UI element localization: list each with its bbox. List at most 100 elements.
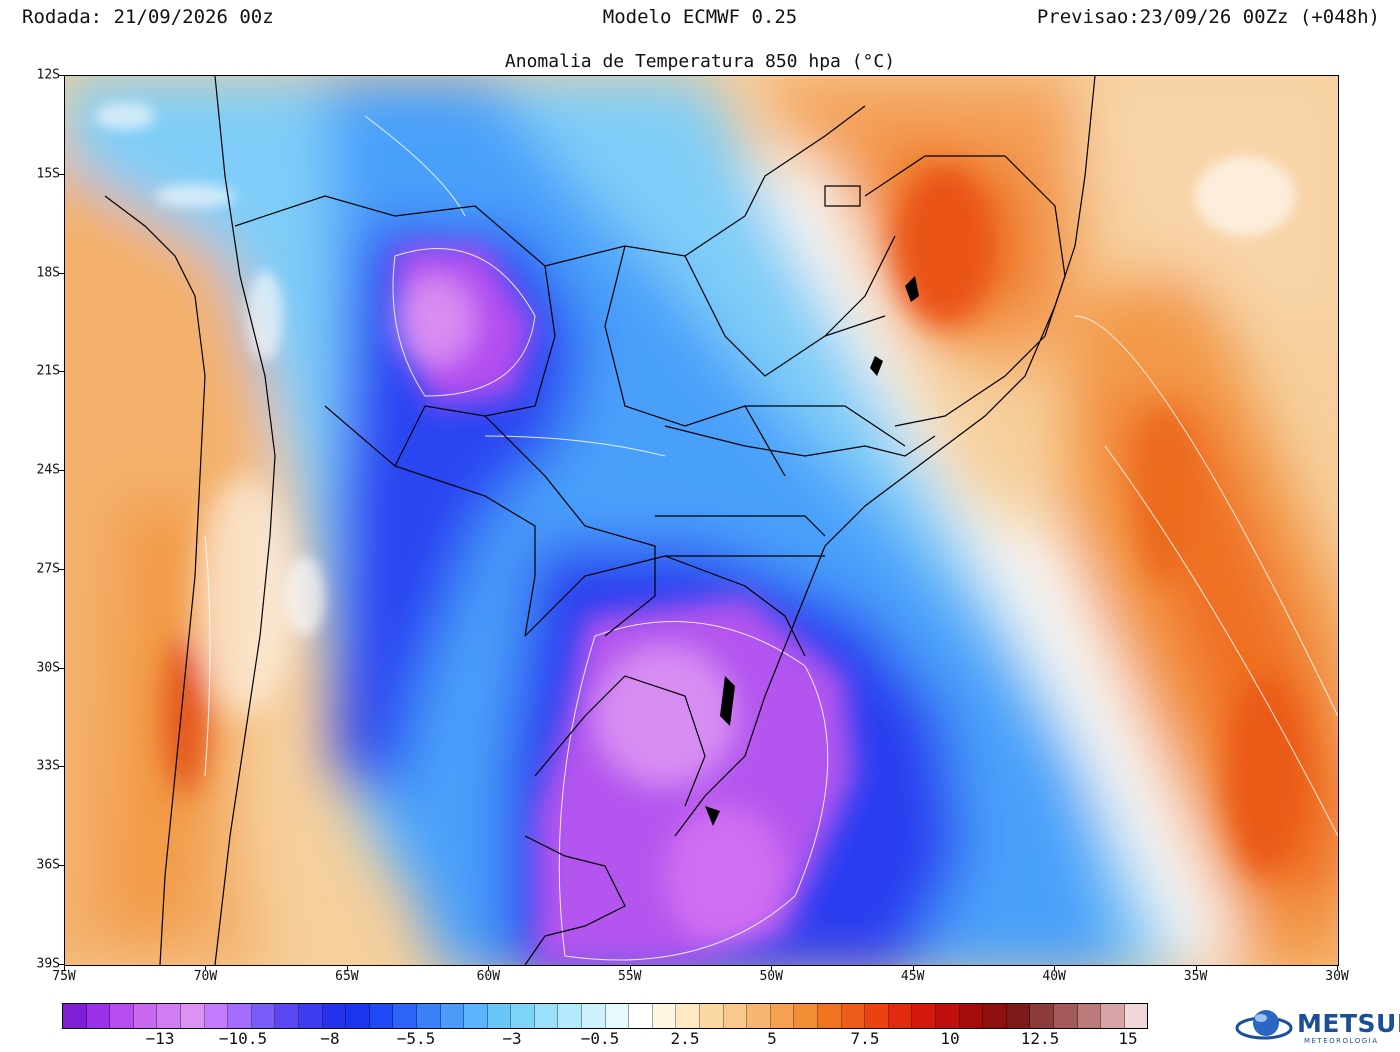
uruguay-border xyxy=(534,675,706,807)
latitude-tick xyxy=(59,470,64,472)
longitude-tick xyxy=(1195,965,1197,970)
globe-icon xyxy=(1235,1010,1293,1040)
latitude-tick xyxy=(59,964,64,965)
longitude-label: 55W xyxy=(618,969,642,984)
latitude-label: 21S xyxy=(36,363,60,379)
colorbar-swatch xyxy=(1077,1004,1102,1028)
latitude-tick xyxy=(59,371,64,373)
colorbar-swatch xyxy=(110,1004,134,1028)
colorbar-swatch xyxy=(558,1004,583,1028)
latitude-tick xyxy=(59,272,64,274)
colorbar-swatch xyxy=(298,1004,323,1028)
colorbar-swatch xyxy=(818,1004,842,1028)
colorbar-label: −13 xyxy=(145,1029,175,1048)
latitude-label: 33S xyxy=(36,758,60,774)
brazil-east-coast xyxy=(674,76,1096,837)
latitude-label: 15S xyxy=(36,166,60,182)
latitude-tick xyxy=(59,173,64,175)
colorbar-swatch xyxy=(841,1004,866,1028)
colorbar-swatch xyxy=(794,1004,818,1028)
longitude-label: 35W xyxy=(1183,969,1208,984)
andes-border xyxy=(214,76,276,965)
colorbar-swatch xyxy=(700,1004,724,1028)
sao-paulo-border xyxy=(664,425,936,457)
run-time-label: Rodada: 21/09/2026 00z xyxy=(22,6,274,28)
latitude-label: 18S xyxy=(36,265,60,281)
longitude-label: 60W xyxy=(476,969,501,984)
colorbar-swatch xyxy=(63,1004,87,1028)
colorbar-swatch xyxy=(1053,1004,1078,1028)
forecast-valid-label: Previsao:23/09/26 00Zz (+048h) xyxy=(1036,6,1380,28)
map-title: Anomalia de Temperatura 850 hpa (°C) xyxy=(504,51,896,72)
colorbar-swatch xyxy=(487,1004,512,1028)
colorbar-label: −10.5 xyxy=(218,1029,268,1048)
river-plate xyxy=(524,835,626,937)
latitude-tick xyxy=(59,766,64,768)
logo-subtext: METEOROLOGIA xyxy=(1304,1037,1379,1045)
colorbar-swatch xyxy=(888,1004,913,1028)
longitude-label: 75W xyxy=(52,969,76,984)
colorbar-swatch xyxy=(534,1004,559,1028)
colorbar-label: 7.5 xyxy=(850,1029,880,1048)
colorbar-swatch xyxy=(676,1004,701,1028)
colorbar-swatch xyxy=(1124,1004,1148,1028)
latitude-tick xyxy=(59,568,64,570)
longitude-tick xyxy=(64,965,65,970)
longitude-tick xyxy=(1054,965,1056,970)
colorbar-swatch xyxy=(865,1004,889,1028)
latitude-tick xyxy=(59,75,64,76)
colorbar-label: −3 xyxy=(502,1029,522,1048)
longitude-tick xyxy=(488,965,490,970)
anomaly-speckle xyxy=(95,102,1295,636)
colorbar-swatch xyxy=(180,1004,205,1028)
colorbar-swatch xyxy=(393,1004,417,1028)
model-label: Modelo ECMWF 0.25 xyxy=(602,6,798,28)
argentina-north xyxy=(324,405,536,637)
colorbar-swatch xyxy=(204,1004,229,1028)
colorbar-label: 10 xyxy=(940,1029,960,1048)
bolivia-border xyxy=(234,195,556,467)
colorbar-swatch xyxy=(346,1004,370,1028)
colorbar-swatch xyxy=(1030,1004,1054,1028)
colorbar-label: −5.5 xyxy=(396,1029,436,1048)
latitude-label: 12S xyxy=(36,67,60,83)
colorbar-swatch xyxy=(747,1004,771,1028)
metsul-logo: METSUL METEOROLOGIA xyxy=(1234,1006,1400,1052)
colorbar-label: −0.5 xyxy=(580,1029,620,1048)
colorbar-swatch xyxy=(770,1004,795,1028)
longitude-tick xyxy=(629,965,631,970)
longitude-label: 50W xyxy=(759,969,783,984)
colorbar-swatch xyxy=(416,1004,441,1028)
colorbar-swatch xyxy=(275,1004,299,1028)
colorbar-swatch xyxy=(157,1004,181,1028)
latitude-tick xyxy=(59,667,64,669)
colorbar-swatch xyxy=(1101,1004,1125,1028)
lakes xyxy=(705,185,919,826)
colorbar-label: 5 xyxy=(767,1029,777,1048)
longitude-label: 65W xyxy=(335,969,359,984)
longitude-tick xyxy=(771,965,773,970)
contour-lines xyxy=(204,115,1338,961)
longitude-tick xyxy=(205,965,207,970)
south-america-west-coast xyxy=(104,195,206,965)
colorbar-swatch xyxy=(133,1004,158,1028)
colorbar-label: −8 xyxy=(320,1029,340,1048)
colorbar-swatch xyxy=(582,1004,606,1028)
colorbar-swatch xyxy=(440,1004,465,1028)
paraguay-border xyxy=(484,415,656,637)
argentina-east-coast xyxy=(524,935,546,965)
colorbar-swatch xyxy=(652,1004,677,1028)
colorbar-swatch xyxy=(723,1004,748,1028)
colorbar-swatch xyxy=(605,1004,630,1028)
longitude-tick xyxy=(1337,965,1338,970)
colorbar-label: 2.5 xyxy=(670,1029,700,1048)
logo-text: METSUL xyxy=(1297,1009,1400,1038)
colorbar-swatch xyxy=(369,1004,394,1028)
longitude-label: 45W xyxy=(900,969,925,984)
colorbar-swatch xyxy=(1006,1004,1031,1028)
latitude-label: 39S xyxy=(36,956,60,972)
colorbar-swatch xyxy=(251,1004,276,1028)
latitude-label: 30S xyxy=(36,660,60,676)
longitude-label: 70W xyxy=(193,969,218,984)
latitude-label: 27S xyxy=(36,561,60,577)
